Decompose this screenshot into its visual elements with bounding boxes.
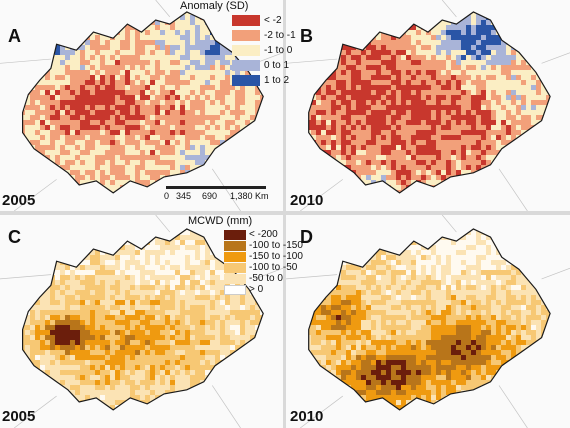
panel-divider-horizontal <box>0 211 570 215</box>
legend-swatch <box>232 60 260 71</box>
scale-bar-line <box>166 186 266 189</box>
legend-label: < -2 <box>264 15 282 26</box>
panel-year-a: 2005 <box>2 192 36 209</box>
panel-letter-c: C <box>8 227 21 247</box>
scale-tick: 690 <box>202 191 218 201</box>
scale-tick: 0 <box>164 191 170 201</box>
basin-outline <box>308 228 551 411</box>
panel-year-c: 2005 <box>2 408 36 425</box>
legend-swatch <box>224 273 246 284</box>
legend-label: -1 to 0 <box>264 45 293 56</box>
country-borders <box>0 215 283 428</box>
legend-swatch <box>224 284 246 295</box>
legend-label: -2 to -1 <box>264 30 296 41</box>
basin-outline <box>308 11 551 194</box>
legend-mcwd-item: > 0 <box>224 284 303 295</box>
map-panel-c: C 2005 <box>0 215 283 428</box>
scale-bar: 0 345 690 1,380 Km <box>160 184 272 206</box>
legend-mcwd-item: -100 to -50 <box>224 262 303 273</box>
legend-mcwd-item: < -200 <box>224 229 303 240</box>
scale-tick: 345 <box>176 191 192 201</box>
raster-cells <box>308 229 551 410</box>
legend-mcwd: MCWD (mm) < -200 -100 to -150 -150 to -1… <box>188 215 303 295</box>
legend-label: -150 to -100 <box>249 251 303 262</box>
panel-year-b: 2010 <box>290 192 324 209</box>
legend-swatch <box>224 229 246 240</box>
map-b-svg <box>286 0 570 211</box>
legend-anomaly-title: Anomaly (SD) <box>180 0 249 12</box>
country-borders <box>286 0 570 211</box>
basin-outline <box>22 228 264 411</box>
legend-mcwd-item: -100 to -150 <box>224 240 303 251</box>
legend-swatch <box>232 15 260 26</box>
legend-anomaly-item: -2 to -1 <box>232 29 296 42</box>
legend-label: -50 to 0 <box>249 273 283 284</box>
legend-swatch <box>232 45 260 56</box>
map-c-svg <box>0 215 283 428</box>
legend-anomaly: Anomaly (SD) < -2 -2 to -1 -1 to 0 0 to … <box>180 0 296 89</box>
panel-year-d: 2010 <box>290 408 324 425</box>
panel-letter-d: D <box>300 227 313 247</box>
legend-swatch <box>232 75 260 86</box>
panel-letter-a: A <box>8 26 21 46</box>
legend-mcwd-item: -150 to -100 <box>224 251 303 262</box>
legend-anomaly-item: 0 to 1 <box>232 59 296 72</box>
legend-mcwd-item: -50 to 0 <box>224 273 303 284</box>
map-panel-b: B 2010 <box>286 0 570 211</box>
panel-letter-b: B <box>300 26 313 46</box>
legend-anomaly-item: -1 to 0 <box>232 44 296 57</box>
legend-label: < -200 <box>249 229 278 240</box>
map-d-svg <box>286 215 570 428</box>
legend-label: -100 to -150 <box>249 240 303 251</box>
map-panel-d: D 2010 <box>286 215 570 428</box>
legend-swatch <box>224 262 246 273</box>
legend-mcwd-title: MCWD (mm) <box>188 215 253 227</box>
scale-tick: 1,380 Km <box>230 191 269 201</box>
legend-label: -100 to -50 <box>249 262 298 273</box>
legend-swatch <box>224 251 246 262</box>
legend-label: 1 to 2 <box>264 75 290 86</box>
legend-anomaly-item: < -2 <box>232 14 296 27</box>
legend-swatch <box>224 240 246 251</box>
legend-label: 0 to 1 <box>264 60 290 71</box>
legend-anomaly-item: 1 to 2 <box>232 74 296 87</box>
country-borders <box>286 215 570 428</box>
legend-swatch <box>232 30 260 41</box>
legend-label: > 0 <box>249 284 264 295</box>
